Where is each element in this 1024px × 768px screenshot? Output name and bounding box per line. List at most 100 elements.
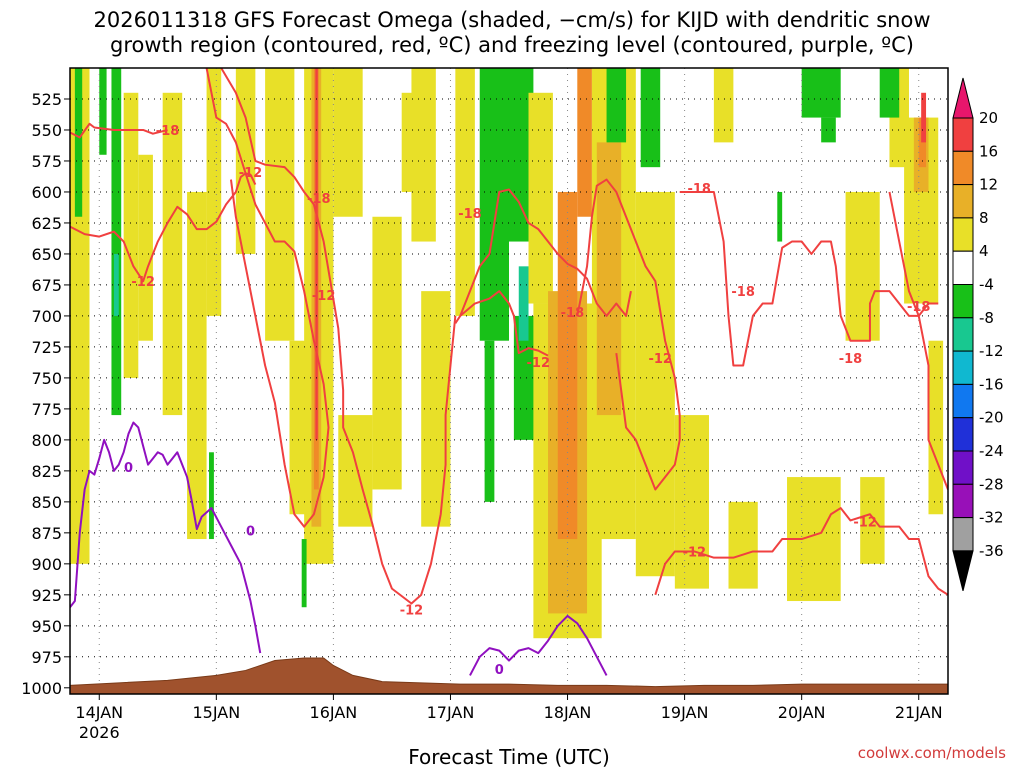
y-tick-label: 625 [31, 214, 62, 233]
omega-shade-yellow [206, 68, 222, 316]
contour-label: -18 [687, 182, 711, 197]
contour-label: -18 [731, 285, 755, 300]
chart-title-line2: growth region (contoured, red, ºC) and f… [110, 33, 914, 57]
omega-shade-yellow [860, 477, 885, 564]
credit-text: coolwx.com/models [858, 744, 1006, 762]
contour-label: -18 [156, 124, 180, 139]
x-tick-label: 17JAN [427, 703, 475, 722]
x-tick-label: 14JAN [75, 703, 123, 722]
x-tick-label: 19JAN [661, 703, 709, 722]
colorbar-tick-label: -36 [979, 542, 1004, 560]
colorbar-tick-label: 4 [979, 242, 989, 260]
omega-shade-green [99, 68, 107, 155]
omega-shade-yellow [372, 216, 402, 490]
colorbar-tick-label: -20 [979, 409, 1004, 427]
omega-shade-green [801, 68, 841, 118]
colorbar-tick-label: -32 [979, 509, 1004, 527]
plot-area: -18 -12 -12 -18 -12 -18 -12 -18 -12 -18 -18 -18 -18 -… [69, 67, 949, 695]
y-tick-label: 700 [31, 307, 62, 326]
colorbar-tick-label: -24 [979, 442, 1004, 460]
plot-frame [69, 67, 949, 695]
y-tick-label: 825 [31, 462, 62, 481]
y-tick-label: 950 [31, 617, 62, 636]
contour-line [220, 68, 457, 605]
colorbar-swatch [952, 483, 974, 519]
omega-shade-yellow [845, 191, 880, 341]
x-tick-label: 20JAN [778, 703, 826, 722]
omega-shade-green [821, 117, 836, 143]
x-axis-label: Forecast Time (UTC) [408, 745, 610, 768]
x-tick-label: 21JAN [895, 703, 943, 722]
colorbar-swatch [952, 350, 974, 385]
contour-label: 0 [495, 663, 504, 678]
omega-shade-yellow [138, 154, 153, 341]
omega-shading [70, 68, 944, 639]
y-tick-label: 925 [31, 586, 62, 605]
y-tick-label: 650 [31, 245, 62, 264]
omega-shade-green [640, 68, 661, 168]
contour-lines [70, 68, 948, 676]
terrain-fill [70, 657, 948, 694]
contour-label: 0 [124, 461, 133, 476]
contour-label: -18 [561, 306, 585, 321]
colorbar-tick-label: 16 [979, 142, 998, 160]
omega-shade-teal [518, 266, 529, 341]
omega-shade-green [777, 191, 783, 242]
omega-shade-yellow [674, 415, 709, 589]
colorbar-swatch [952, 250, 974, 285]
contour-label: -12 [527, 356, 551, 371]
y-tick-label: 600 [31, 183, 62, 202]
omega-shade-yellow [338, 415, 373, 527]
y-tick-label: 725 [31, 338, 62, 357]
y-tick-label: 975 [31, 648, 62, 667]
contour-label: -12 [648, 352, 672, 367]
colorbar-swatch [952, 417, 974, 452]
colorbar-swatch [952, 383, 974, 419]
contour-labels: -18 -12 -12 -18 -12 -18 -12 -18 -12 -18 -18 -18 -18 -… [124, 124, 930, 678]
contour-line [459, 290, 549, 357]
x-tick-label: 16JAN [310, 703, 358, 722]
omega-shade-gold [596, 142, 622, 416]
contour-line [888, 191, 948, 490]
omega-shade-green [209, 452, 214, 540]
colorbar-top-arrow [952, 77, 974, 119]
omega-shade-green [74, 68, 83, 217]
colorbar-swatch [952, 150, 974, 186]
omega-shade-yellow [265, 68, 295, 341]
contour-line [679, 190, 939, 367]
contour-line [469, 614, 608, 676]
omega-shade-yellow [235, 68, 256, 254]
omega-shade-orange [557, 191, 578, 540]
y-tick-label: 750 [31, 369, 62, 388]
y-tick-label: 1000 [21, 679, 62, 698]
y-tick-label: 850 [31, 493, 62, 512]
contour-line [454, 188, 632, 324]
terrain [70, 657, 948, 694]
contour-line [205, 68, 330, 528]
colorbar-swatch [952, 217, 974, 252]
colorbar-swatch [952, 317, 974, 352]
colorbar-swatch [952, 517, 974, 552]
omega-shade-green [879, 68, 900, 118]
contour-label: 0 [246, 524, 255, 539]
colorbar-tick-label: -16 [979, 375, 1004, 393]
colorbar-tick-label: 8 [979, 209, 989, 227]
chart-title-line1: 2026011318 GFS Forecast Omega (shaded, −… [93, 8, 930, 32]
omega-shade-yellow [528, 92, 553, 304]
omega-shade-yellow [455, 68, 475, 316]
omega-shade-red [921, 92, 927, 143]
omega-shade-yellow [333, 68, 363, 217]
contour-label: -12 [239, 166, 263, 181]
colorbar-tick-label: -4 [979, 276, 994, 294]
contour-line [654, 507, 948, 596]
grid-lines [70, 68, 948, 694]
omega-shade-yellow [411, 68, 436, 242]
contour-label: -18 [839, 352, 863, 367]
contour-label: -12 [400, 604, 424, 619]
contour-line [70, 421, 262, 654]
omega-shade-green [606, 68, 627, 143]
omega-shade-teal [113, 253, 119, 316]
colorbar: 20 16 12 8 4 -4 -8 -12 -16 -20 -24 -28 -32 -36 [952, 77, 1004, 592]
colorbar-swatch [952, 284, 974, 319]
